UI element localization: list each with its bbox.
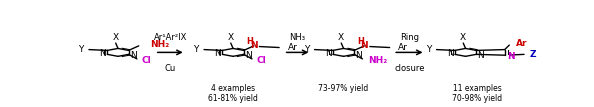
Text: NH₃: NH₃	[289, 33, 305, 42]
Text: N: N	[507, 52, 514, 61]
Text: X: X	[113, 33, 119, 42]
Text: H: H	[247, 37, 254, 46]
Text: 73-97% yield: 73-97% yield	[318, 84, 369, 93]
Text: Ring: Ring	[400, 33, 419, 42]
Text: N: N	[356, 51, 362, 60]
Text: NH₂: NH₂	[150, 40, 169, 49]
Text: N: N	[325, 49, 331, 58]
Text: N: N	[214, 49, 221, 58]
Text: Cu: Cu	[165, 64, 176, 73]
Text: Ar: Ar	[398, 43, 408, 52]
Text: Cl: Cl	[257, 56, 266, 65]
Text: Cl: Cl	[141, 56, 151, 65]
Text: Ar: Ar	[516, 39, 527, 48]
Text: Ar¹Ar²IX: Ar¹Ar²IX	[153, 33, 187, 42]
Text: Y: Y	[304, 45, 309, 54]
Text: N: N	[250, 41, 258, 50]
Text: NH₂: NH₂	[368, 56, 387, 65]
Text: Y: Y	[78, 45, 83, 54]
Text: 70-98% yield: 70-98% yield	[452, 94, 502, 103]
Text: X: X	[228, 33, 234, 42]
Text: Y: Y	[426, 45, 431, 54]
Text: N: N	[130, 51, 137, 60]
Text: Z: Z	[530, 50, 536, 59]
Text: 11 examples: 11 examples	[453, 84, 501, 93]
Text: X: X	[338, 33, 345, 42]
Text: N: N	[245, 51, 252, 60]
Text: H: H	[357, 37, 364, 46]
Text: Ar: Ar	[287, 43, 298, 52]
Text: X: X	[460, 33, 466, 42]
Text: closure: closure	[394, 64, 425, 73]
Text: N: N	[447, 49, 454, 58]
Text: N: N	[99, 49, 106, 58]
Text: Y: Y	[193, 45, 198, 54]
Text: N: N	[361, 41, 368, 50]
Text: N: N	[478, 51, 484, 60]
Text: 4 examples: 4 examples	[211, 84, 255, 93]
Text: 61-81% yield: 61-81% yield	[208, 94, 258, 103]
